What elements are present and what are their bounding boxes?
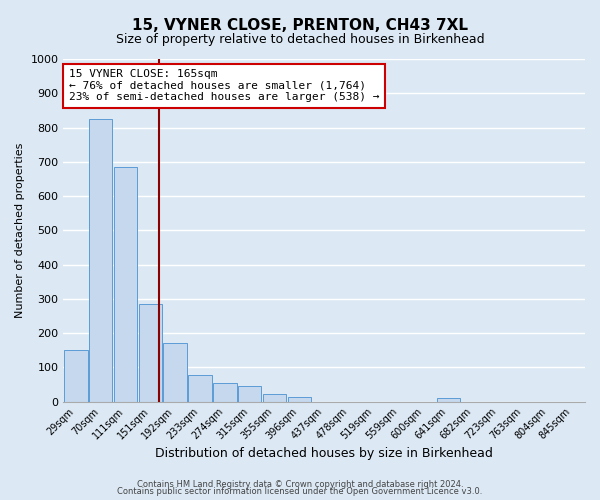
Bar xyxy=(163,344,187,402)
Bar xyxy=(114,167,137,402)
X-axis label: Distribution of detached houses by size in Birkenhead: Distribution of detached houses by size … xyxy=(155,447,493,460)
Text: 15 VYNER CLOSE: 165sqm
← 76% of detached houses are smaller (1,764)
23% of semi-: 15 VYNER CLOSE: 165sqm ← 76% of detached… xyxy=(68,70,379,102)
Bar xyxy=(213,383,236,402)
Bar xyxy=(139,304,162,402)
Bar xyxy=(437,398,460,402)
Bar xyxy=(287,396,311,402)
Bar xyxy=(263,394,286,402)
Bar xyxy=(64,350,88,402)
Text: Contains public sector information licensed under the Open Government Licence v3: Contains public sector information licen… xyxy=(118,487,482,496)
Bar xyxy=(188,375,212,402)
Text: 15, VYNER CLOSE, PRENTON, CH43 7XL: 15, VYNER CLOSE, PRENTON, CH43 7XL xyxy=(132,18,468,32)
Text: Size of property relative to detached houses in Birkenhead: Size of property relative to detached ho… xyxy=(116,32,484,46)
Bar xyxy=(238,386,262,402)
Y-axis label: Number of detached properties: Number of detached properties xyxy=(15,142,25,318)
Bar xyxy=(89,119,112,402)
Text: Contains HM Land Registry data © Crown copyright and database right 2024.: Contains HM Land Registry data © Crown c… xyxy=(137,480,463,489)
